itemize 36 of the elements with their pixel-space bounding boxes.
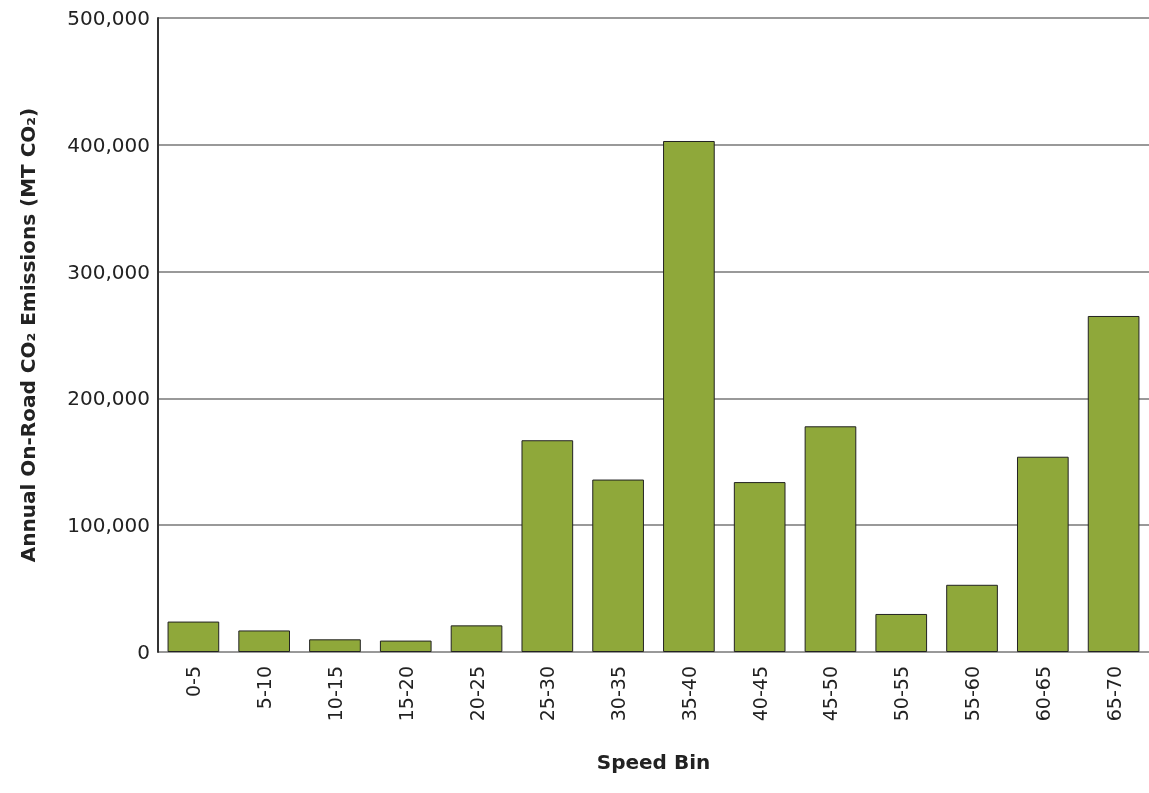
bar xyxy=(379,640,432,652)
bar xyxy=(1016,456,1069,652)
bar xyxy=(592,479,644,652)
y-tick-label: 400,000 xyxy=(67,132,150,157)
y-axis-title: Annual On-Road CO₂ Emissions (MT CO₂) xyxy=(16,107,40,563)
bar xyxy=(946,584,998,652)
y-tick-label: 0 xyxy=(137,640,150,664)
bar xyxy=(733,482,786,652)
x-tick-label: 60-65 xyxy=(1031,666,1054,722)
bar xyxy=(309,639,361,652)
bar xyxy=(521,440,574,652)
x-tick-label: 35-40 xyxy=(677,666,700,722)
y-tick-label: 100,000 xyxy=(67,513,150,538)
y-tick-label: 200,000 xyxy=(67,386,150,411)
bar xyxy=(804,426,857,652)
x-tick-label: 50-55 xyxy=(890,666,913,722)
y-tick-label: 300,000 xyxy=(67,259,150,284)
x-tick-label: 0-5 xyxy=(182,666,205,698)
bar xyxy=(875,613,928,652)
x-tick-label: 30-35 xyxy=(607,666,630,722)
y-tick-label: 500,000 xyxy=(67,6,150,30)
x-axis-title: Speed Bin xyxy=(596,750,711,774)
x-tick-label: 45-50 xyxy=(819,666,842,722)
x-tick-label: 10-15 xyxy=(323,666,346,722)
bar xyxy=(663,141,715,652)
x-tick-label: 5-10 xyxy=(253,666,276,710)
x-tick-label: 25-30 xyxy=(536,666,559,722)
x-tick-label: 65-70 xyxy=(1102,666,1125,722)
x-tick-label: 20-25 xyxy=(465,666,488,722)
bar xyxy=(167,621,220,652)
bar xyxy=(450,625,503,652)
bar xyxy=(1087,315,1140,652)
bar xyxy=(238,630,291,652)
x-tick-label: 40-45 xyxy=(748,666,771,722)
x-tick-label: 55-60 xyxy=(961,666,984,722)
x-tick-label: 15-20 xyxy=(394,666,417,722)
